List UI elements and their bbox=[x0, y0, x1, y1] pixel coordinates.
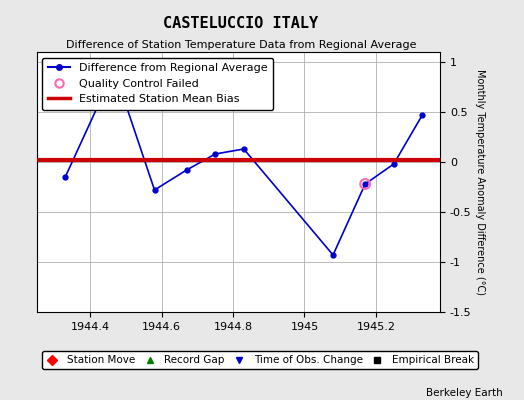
Text: Berkeley Earth: Berkeley Earth bbox=[427, 388, 503, 398]
Y-axis label: Monthly Temperature Anomaly Difference (°C): Monthly Temperature Anomaly Difference (… bbox=[475, 69, 485, 295]
Point bbox=[361, 181, 369, 187]
Legend: Station Move, Record Gap, Time of Obs. Change, Empirical Break: Station Move, Record Gap, Time of Obs. C… bbox=[42, 351, 478, 369]
Text: CASTELUCCIO ITALY: CASTELUCCIO ITALY bbox=[163, 16, 319, 31]
Text: Difference of Station Temperature Data from Regional Average: Difference of Station Temperature Data f… bbox=[66, 40, 416, 50]
